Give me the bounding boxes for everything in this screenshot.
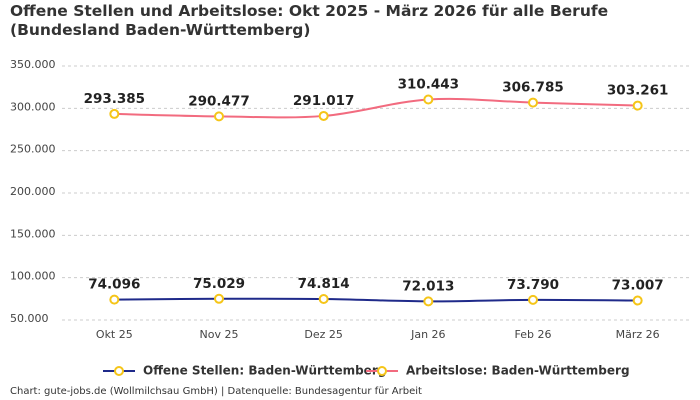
legend-marker bbox=[377, 366, 387, 376]
y-tick-label: 350.000 bbox=[10, 58, 56, 71]
value-label: 303.261 bbox=[607, 83, 669, 99]
x-tick-label: Jan 26 bbox=[410, 328, 445, 341]
x-tick-label: Feb 26 bbox=[515, 328, 552, 341]
series-line bbox=[114, 97, 638, 119]
point bbox=[423, 94, 434, 105]
y-tick-label: 200.000 bbox=[10, 185, 56, 198]
value-label: 293.385 bbox=[84, 91, 146, 107]
y-tick-label: 150.000 bbox=[10, 227, 56, 240]
value-label: 73.790 bbox=[507, 277, 559, 293]
point bbox=[214, 293, 224, 304]
legend-label: Arbeitslose: Baden-Württemberg bbox=[406, 364, 630, 378]
x-tick-label: März 26 bbox=[616, 328, 660, 341]
series-line bbox=[114, 297, 638, 303]
point bbox=[423, 296, 434, 307]
value-label: 310.443 bbox=[398, 76, 460, 92]
x-tick-label: Okt 25 bbox=[96, 328, 133, 341]
point bbox=[318, 110, 329, 121]
point bbox=[632, 100, 643, 111]
value-label: 72.013 bbox=[402, 278, 454, 294]
value-label: 75.029 bbox=[193, 276, 245, 292]
point bbox=[528, 294, 538, 305]
value-label: 290.477 bbox=[188, 93, 250, 109]
y-tick-label: 300.000 bbox=[10, 100, 56, 113]
point bbox=[632, 295, 643, 306]
point bbox=[109, 108, 120, 119]
chart-title: Offene Stellen und Arbeitslose: Okt 2025… bbox=[10, 2, 609, 39]
point bbox=[109, 294, 120, 305]
value-label: 73.007 bbox=[612, 278, 664, 294]
point bbox=[214, 111, 224, 122]
footer: Chart: gute-jobs.de (Wollmilchsau GmbH) … bbox=[10, 386, 422, 397]
point bbox=[318, 293, 329, 304]
value-label: 74.096 bbox=[88, 277, 140, 293]
y-tick-label: 50.000 bbox=[10, 312, 49, 325]
y-tick-label: 250.000 bbox=[10, 143, 56, 156]
x-tick-label: Nov 25 bbox=[200, 328, 239, 341]
legend-label: Offene Stellen: Baden-Württemberg bbox=[143, 364, 386, 378]
point bbox=[528, 97, 538, 108]
y-tick-label: 100.000 bbox=[10, 270, 56, 283]
legend-marker bbox=[114, 366, 124, 376]
x-tick-label: Dez 25 bbox=[304, 328, 343, 341]
value-label: 306.785 bbox=[502, 80, 564, 96]
value-label: 74.814 bbox=[298, 276, 350, 292]
value-label: 291.017 bbox=[293, 93, 355, 109]
